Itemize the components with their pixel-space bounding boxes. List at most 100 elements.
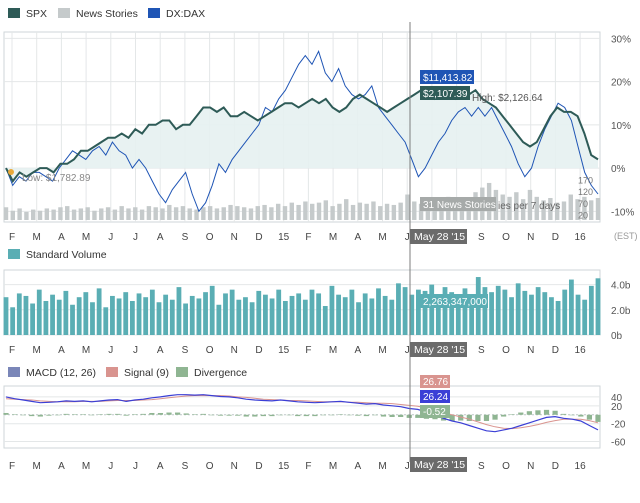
month-tick-label: F <box>305 345 311 356</box>
legend-swatch-news <box>58 8 70 18</box>
divergence-bar <box>483 414 490 422</box>
divergence-bar <box>149 412 155 415</box>
volume-bar <box>143 297 149 335</box>
divergence-bar <box>509 414 515 415</box>
macd-tick-label: -60 <box>611 438 626 449</box>
volume-bar <box>129 300 135 335</box>
divergence-bar <box>11 414 18 415</box>
month-tick-label: O <box>206 232 214 243</box>
signal-tooltip-box <box>420 375 450 388</box>
divergence-bar <box>312 414 318 417</box>
divergence-bar <box>372 414 378 416</box>
divergence-bar <box>363 414 369 417</box>
volume-bar <box>296 293 302 335</box>
month-tick-label: M <box>329 461 337 472</box>
divergence-bar <box>406 414 412 418</box>
month-tick-label: 16 <box>575 232 587 243</box>
month-tick-label: N <box>231 345 238 356</box>
divergence-bar <box>269 414 275 417</box>
month-tick-label: M <box>33 345 41 356</box>
spx-tooltip-box <box>420 86 470 100</box>
legend-label-divergence[interactable]: Divergence <box>194 367 247 379</box>
divergence-bar <box>226 414 232 416</box>
volume-bar <box>110 295 115 335</box>
legend-label-macd[interactable]: MACD (12, 26) <box>26 367 96 379</box>
month-tick-label: M <box>378 345 386 356</box>
news-bar <box>541 200 546 220</box>
news-bar <box>126 208 131 220</box>
divergence-bar <box>80 414 86 415</box>
volume-bar <box>495 285 501 335</box>
volume-bar <box>582 299 588 335</box>
legend-label-news[interactable]: News Stories <box>76 8 138 20</box>
month-tick-label: F <box>9 232 15 243</box>
macd-tick-label: -20 <box>611 420 626 431</box>
divergence-bar <box>123 414 129 416</box>
volume-bar <box>329 285 335 335</box>
month-tick-label: M <box>82 345 90 356</box>
volume-bar <box>575 294 581 335</box>
macd-tick-label: 40 <box>611 393 623 404</box>
news-bar <box>146 206 152 220</box>
volume-bar <box>23 295 29 335</box>
divergence-bar <box>535 410 541 415</box>
month-tick-label: 16 <box>575 461 587 472</box>
month-tick-label: A <box>354 461 361 472</box>
news-tick-label: 170 <box>578 176 593 186</box>
news-bar <box>10 210 16 220</box>
volume-panel[interactable]: 4.0b 2.0b 0b <box>3 269 631 342</box>
date-tag-2-box <box>410 342 467 357</box>
price-tick-label: -10% <box>611 207 634 218</box>
macd-line <box>5 394 599 433</box>
news-bar <box>180 206 186 220</box>
volume-bar <box>189 295 195 335</box>
volume-bar <box>136 293 142 335</box>
price-y-axis: 30% 20% 10% 0% -10% <box>611 34 634 218</box>
divergence-bar <box>252 414 258 417</box>
month-tick-label: 15 <box>278 345 290 356</box>
divergence-bar <box>200 413 206 415</box>
news-bar <box>588 200 594 220</box>
month-tick-label: N <box>527 345 534 356</box>
volume-bar <box>96 288 102 335</box>
month-tick-label: F <box>305 461 311 472</box>
news-bar <box>248 208 254 220</box>
volume-bar <box>43 300 49 335</box>
month-tick-label: A <box>58 461 65 472</box>
news-bar <box>241 207 247 220</box>
month-tick-label: M <box>33 232 41 243</box>
crosshair[interactable]: $11,413.82 $2,107.39 High: $2,126.64 31 … <box>409 22 560 472</box>
month-tick-label: D <box>552 461 559 472</box>
volume-bar <box>449 292 455 335</box>
volume-bar <box>336 294 341 335</box>
news-bar <box>316 202 322 220</box>
divergence-bar <box>578 414 584 417</box>
legend-label-spx[interactable]: SPX <box>26 8 47 20</box>
month-tick-label: M <box>329 345 337 356</box>
macd-tooltip-box <box>420 390 450 403</box>
news-bar <box>323 200 329 220</box>
month-tick-label: N <box>231 232 238 243</box>
legend-swatch-signal <box>106 367 118 377</box>
news-bar <box>99 208 104 220</box>
legend-swatch-divergence <box>176 367 188 377</box>
volume-bar <box>509 297 514 335</box>
legend-label-signal[interactable]: Signal (9) <box>124 367 169 379</box>
price-tick-label: 20% <box>611 78 631 89</box>
news-bar <box>459 202 465 220</box>
legend-label-volume[interactable]: Standard Volume <box>26 249 107 261</box>
price-tick-label: 30% <box>611 34 631 45</box>
legend-label-dax[interactable]: DX:DAX <box>166 8 205 20</box>
divergence-bar <box>89 414 95 416</box>
divergence-bar <box>595 414 601 422</box>
month-tick-label: A <box>157 345 164 356</box>
divergence-bar <box>492 414 498 420</box>
news-bar <box>344 199 349 220</box>
month-tick-label: F <box>9 345 15 356</box>
divergence-bar <box>166 412 172 415</box>
divergence-bar <box>29 414 35 417</box>
volume-bar <box>229 289 235 335</box>
divergence-bar <box>235 414 241 416</box>
